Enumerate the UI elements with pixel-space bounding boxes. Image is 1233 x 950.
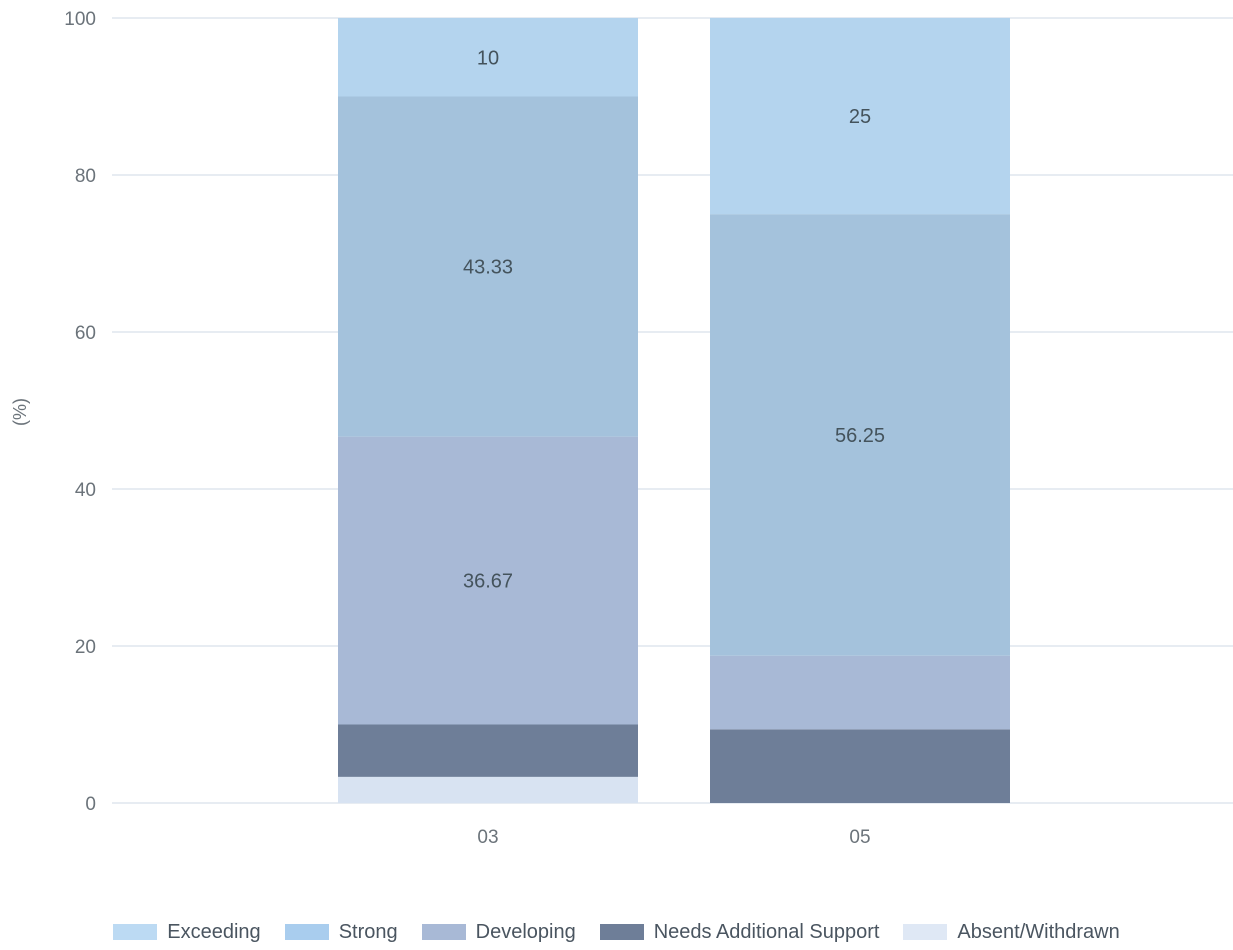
legend-item-needs-additional-support[interactable]: Needs Additional Support [599, 920, 880, 944]
legend-label-absent-withdrawn: Absent/Withdrawn [957, 920, 1120, 943]
data-labels: 36.67 43.33 10 56.25 25 [463, 47, 885, 592]
legend-swatch-strong [284, 924, 329, 940]
bar-segment-05-strong[interactable] [710, 214, 1010, 656]
legend-item-strong[interactable]: Strong [284, 920, 398, 944]
y-tick-label-100: 100 [64, 9, 96, 30]
legend-swatch-needs-additional-support [599, 924, 644, 940]
y-tick-label-40: 40 [75, 480, 96, 501]
bar-segment-03-exceeding[interactable] [338, 18, 638, 97]
legend-label-needs-additional-support: Needs Additional Support [653, 920, 880, 943]
gridlines [112, 17, 1233, 804]
x-tick-label-03: 03 [477, 827, 498, 848]
legend-label-strong: Strong [338, 920, 398, 943]
legend-item-developing[interactable]: Developing [421, 920, 576, 944]
bars [338, 17, 1010, 803]
bar-segment-03-developing[interactable] [338, 436, 638, 725]
data-label-03-exceeding: 10 [477, 47, 499, 69]
legend-item-absent-withdrawn[interactable]: Absent/Withdrawn [903, 920, 1120, 944]
bar-segment-05-exceeding[interactable] [710, 17, 1010, 215]
bar-segment-03-absent-withdrawn[interactable] [338, 776, 638, 803]
legend-swatch-absent-withdrawn [903, 924, 948, 940]
data-label-03-strong: 43.33 [463, 257, 513, 279]
data-label-03-developing: 36.67 [463, 571, 513, 593]
data-label-05-strong: 56.25 [835, 425, 885, 447]
x-axis-ticks: 03 05 [477, 827, 870, 848]
bar-segment-03-strong[interactable] [338, 96, 638, 437]
legend: Exceeding Strong Developing Needs Additi… [0, 914, 1233, 950]
y-tick-label-20: 20 [75, 637, 96, 658]
legend-item-exceeding[interactable]: Exceeding [113, 920, 261, 944]
y-tick-label-80: 80 [75, 166, 96, 187]
legend-label-exceeding: Exceeding [167, 920, 261, 943]
y-axis-label: (%) [10, 398, 30, 426]
bar-segment-05-needs-additional-support[interactable] [710, 729, 1010, 803]
x-tick-label-05: 05 [849, 827, 870, 848]
y-axis-ticks: 0 20 40 60 80 100 [64, 9, 96, 815]
y-tick-label-0: 0 [85, 794, 96, 815]
data-label-05-exceeding: 25 [849, 106, 871, 128]
legend-label-developing: Developing [475, 920, 576, 943]
y-tick-label-60: 60 [75, 323, 96, 344]
bar-segment-03-needs-additional-support[interactable] [338, 724, 638, 777]
bar-segment-05-developing[interactable] [710, 655, 1010, 730]
legend-swatch-developing [421, 924, 466, 940]
legend-swatch-exceeding [113, 924, 158, 940]
